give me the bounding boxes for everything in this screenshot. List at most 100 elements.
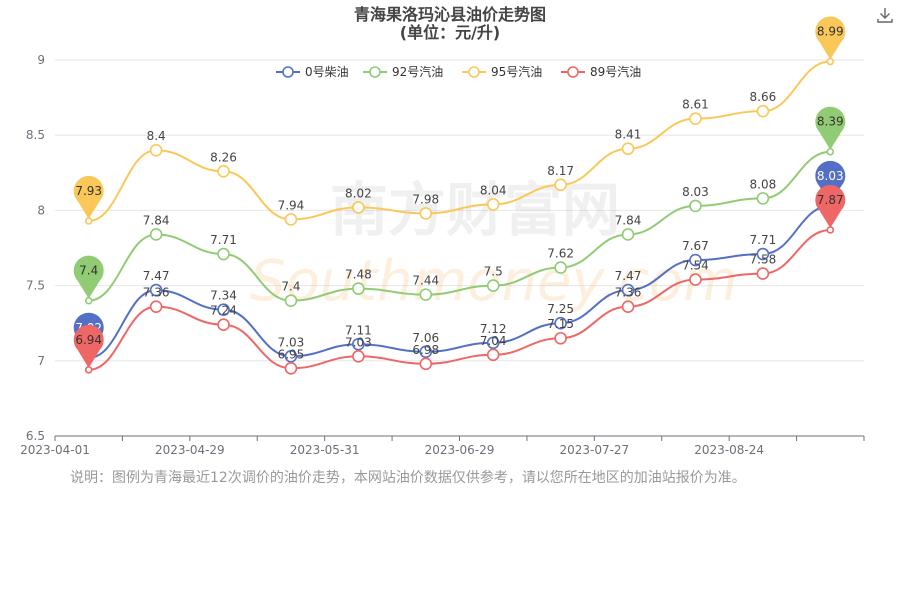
legend-symbol xyxy=(369,66,381,78)
data-label: 7.15 xyxy=(547,317,574,331)
y-tick-label: 7.5 xyxy=(26,279,45,293)
legend-item[interactable]: 0号柴油 xyxy=(276,65,349,79)
legend-symbol xyxy=(282,66,294,78)
data-label: 8.08 xyxy=(750,177,777,191)
data-point xyxy=(554,178,567,192)
x-tick-label: 2023-07-27 xyxy=(559,443,629,457)
data-label: 7.67 xyxy=(682,239,709,253)
data-label: 8.61 xyxy=(682,98,709,112)
series-lines xyxy=(84,57,835,375)
data-label: 7.11 xyxy=(345,323,372,337)
data-labels: 7.477.347.037.117.067.127.257.477.67 7.71… xyxy=(143,90,776,361)
legend-item[interactable]: 92号汽油 xyxy=(363,64,443,79)
pin-label: 8.03 xyxy=(817,169,844,183)
data-label: 7.03 xyxy=(345,335,372,349)
grid-lines xyxy=(55,59,864,437)
data-point xyxy=(149,300,163,313)
x-tick-label: 2023-06-29 xyxy=(425,443,495,457)
pin-tail xyxy=(819,210,842,228)
pin-marker: 8.39 xyxy=(815,106,846,150)
x-tick-label: 2023-04-29 xyxy=(155,443,225,457)
data-point xyxy=(486,336,500,350)
data-point xyxy=(217,247,230,261)
pin-label: 8.99 xyxy=(817,25,844,39)
pin-head xyxy=(815,16,846,47)
data-label: 8.04 xyxy=(480,183,507,197)
y-tick-label: 8 xyxy=(37,203,45,217)
legend-label: 95号汽油 xyxy=(491,64,542,79)
data-label: 7.54 xyxy=(682,259,709,273)
watermark-text: 南方财富网 xyxy=(330,176,620,244)
x-tick-label: 2023-08-24 xyxy=(694,443,764,457)
data-point xyxy=(756,104,770,118)
data-point xyxy=(352,349,365,363)
data-label: 7.62 xyxy=(547,247,574,261)
data-point xyxy=(419,288,433,301)
data-point xyxy=(756,192,770,205)
data-point xyxy=(284,213,298,226)
data-point xyxy=(621,228,635,241)
data-label: 7.25 xyxy=(547,302,574,316)
chart-subtitle: (单位：元/升) xyxy=(399,23,501,42)
data-point xyxy=(352,282,365,295)
data-point xyxy=(554,331,567,345)
data-point xyxy=(486,348,500,362)
series-line xyxy=(88,150,831,302)
data-point xyxy=(689,199,702,213)
pin-head xyxy=(815,160,846,191)
data-label: 8.66 xyxy=(750,90,777,104)
pin-tail xyxy=(77,350,100,368)
data-point xyxy=(689,273,702,286)
legend-label: 0号柴油 xyxy=(305,65,349,79)
chart-title: 青海果洛玛沁县油价走势图 xyxy=(353,5,546,24)
pin-label: 6.94 xyxy=(75,333,102,347)
data-label: 7.94 xyxy=(278,198,305,212)
data-point xyxy=(756,247,770,261)
pin-tail xyxy=(77,201,100,219)
pin-head xyxy=(73,324,104,355)
data-point xyxy=(621,142,635,156)
pin-head xyxy=(73,175,104,206)
legend-item[interactable]: 89号汽油 xyxy=(561,64,641,79)
data-point xyxy=(217,164,230,178)
data-point xyxy=(284,362,298,375)
data-label: 6.95 xyxy=(278,347,305,361)
data-point xyxy=(217,303,230,316)
legend-item[interactable]: 95号汽油 xyxy=(462,64,542,79)
download-icon[interactable] xyxy=(876,6,894,24)
data-label: 7.34 xyxy=(210,289,237,303)
data-label: 7.36 xyxy=(615,286,642,300)
data-label: 7.4 xyxy=(281,280,300,294)
data-label: 7.71 xyxy=(210,233,237,247)
data-label: 8.02 xyxy=(345,186,372,200)
pin-head xyxy=(815,184,846,215)
data-point xyxy=(352,337,365,351)
data-point xyxy=(419,345,433,359)
data-label: 7.84 xyxy=(615,213,642,227)
pin-marker: 8.99 xyxy=(815,16,846,60)
data-point xyxy=(352,201,365,214)
data-label: 7.03 xyxy=(278,335,305,349)
legend: 0号柴油 92号汽油 95号汽油 89号汽油 xyxy=(276,64,641,79)
y-tick-label: 8.5 xyxy=(26,128,45,142)
y-tick-label: 6.5 xyxy=(26,429,45,443)
pin-tail xyxy=(819,132,842,150)
data-label: 6.98 xyxy=(412,343,439,357)
pin-marker: 7.4 xyxy=(73,255,104,299)
watermark: 南方财富网Southmoney.com xyxy=(250,176,738,314)
data-point xyxy=(756,267,770,280)
data-label: 7.48 xyxy=(345,268,372,282)
data-point xyxy=(621,300,635,313)
data-label: 7.44 xyxy=(412,274,439,288)
data-point xyxy=(689,112,702,125)
legend-label: 89号汽油 xyxy=(590,64,641,79)
data-point xyxy=(217,318,230,332)
x-tick-label: 2023-05-31 xyxy=(290,443,360,457)
pin-head xyxy=(73,255,104,286)
y-tick-label: 9 xyxy=(37,53,45,67)
pin-head xyxy=(815,106,846,137)
legend-symbol xyxy=(567,66,579,78)
series-line xyxy=(88,228,831,371)
